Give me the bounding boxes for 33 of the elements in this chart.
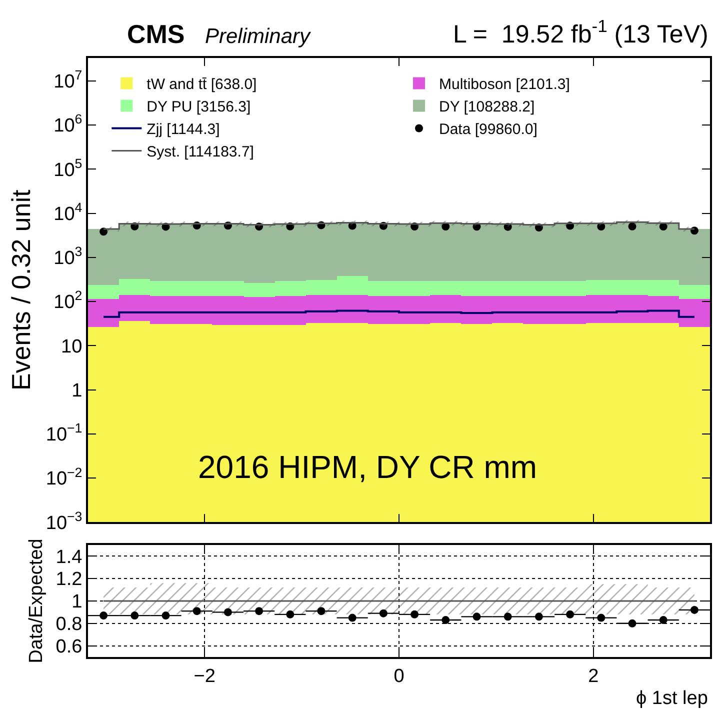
legend-label: Data [99860.0] (439, 121, 538, 138)
y-tick-label: 10$^{−1}$ (46, 420, 82, 446)
y-tick-label: 10$^{−3}$ (46, 508, 82, 534)
y-tick-label: 10 (61, 336, 82, 358)
y-tick-label: 0.8 (56, 614, 82, 636)
chart-title: CMS (127, 19, 185, 49)
legend-label: Zjj [1144.3] (146, 121, 220, 138)
x-tick-label: −2 (194, 666, 216, 687)
text: L = 19.52 fb$^{-1}$ (13 TeV) (453, 16, 708, 48)
y-axis-title: Data/Expected (26, 538, 48, 664)
annotation: 2016 HIPM, DY CR mm (198, 449, 538, 485)
x-axis-title: ϕ 1st lep (636, 688, 708, 709)
y-tick-label: 10$^{7}$ (54, 68, 82, 93)
legend-label: Syst. [114183.7] (146, 144, 254, 161)
y-axis-title: Events / 0.32 unit (6, 188, 36, 391)
y-tick-label: 1 (72, 380, 82, 402)
chart-subtitle: Preliminary (205, 25, 312, 48)
y-tick-label: 10$^{5}$ (54, 156, 82, 181)
legend-label: Multiboson [2101.3] (439, 76, 570, 94)
y-tick-label: 10$^{6}$ (54, 112, 82, 137)
y-tick-label: 10$^{2}$ (54, 288, 82, 314)
y-tick-label: 1.2 (56, 569, 82, 590)
legend-label: tW and tt̄ [638.0] (146, 76, 257, 94)
y-tick-label: 10$^{−2}$ (46, 464, 82, 490)
legend-label: DY PU [3156.3] (146, 98, 251, 116)
y-tick-label: 0.6 (56, 636, 82, 658)
legend-label: DY [108288.2] (439, 98, 535, 116)
x-tick-label: 0 (394, 666, 404, 687)
y-tick-label: 10$^{4}$ (54, 200, 82, 225)
y-tick-label: 10$^{3}$ (54, 244, 82, 270)
y-tick-label: 1 (72, 592, 82, 613)
y-tick-label: 1.4 (56, 546, 83, 568)
x-tick-label: 2 (588, 666, 599, 687)
